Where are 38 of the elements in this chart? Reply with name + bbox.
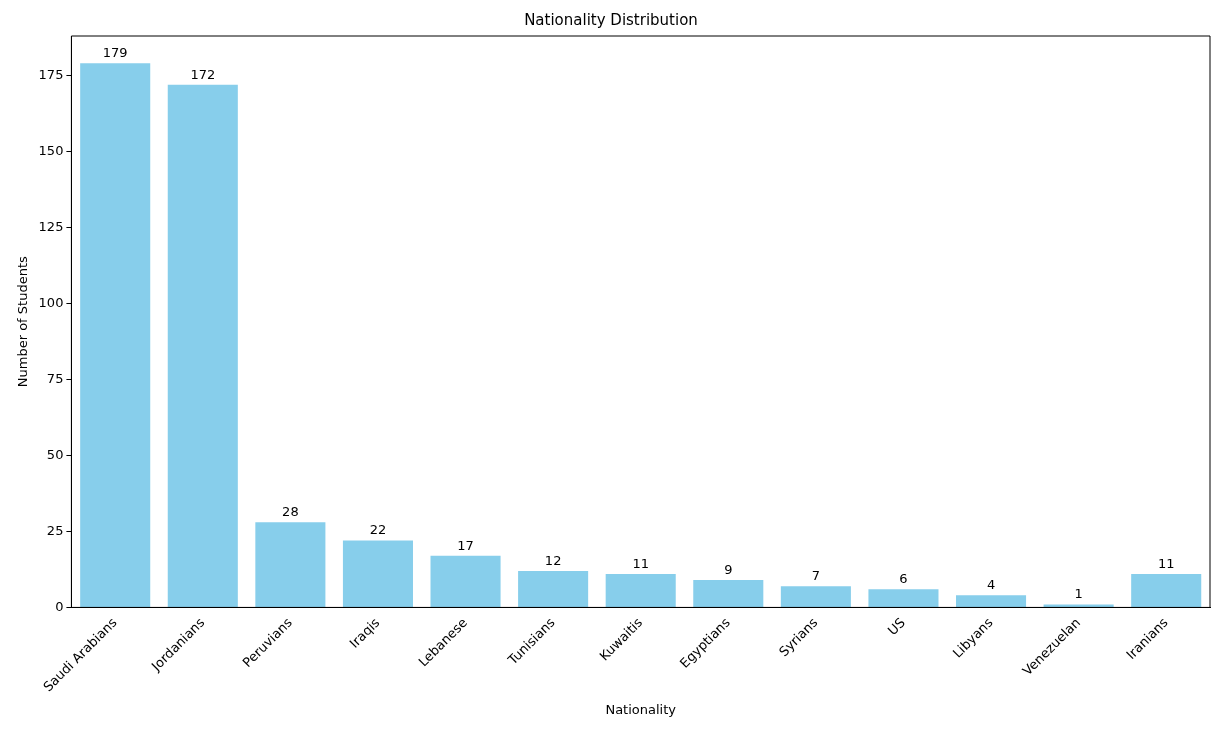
y-axis-title: Number of Students xyxy=(15,256,31,388)
bar xyxy=(430,555,501,607)
y-tick-label: 150 xyxy=(38,142,64,158)
data-label: 172 xyxy=(190,66,216,82)
data-label: 4 xyxy=(986,577,996,593)
data-label: 22 xyxy=(369,522,387,538)
data-label: 6 xyxy=(899,571,908,587)
data-label: 11 xyxy=(632,555,649,571)
y-tick-label: 75 xyxy=(46,370,64,386)
bar xyxy=(342,540,413,607)
x-axis-title: Nationality xyxy=(605,701,677,717)
data-label: 179 xyxy=(102,45,128,61)
x-tick-label: US xyxy=(884,614,908,639)
data-label: 28 xyxy=(282,504,299,520)
y-tick-label: 175 xyxy=(38,66,64,82)
data-label: 12 xyxy=(544,552,562,568)
bar xyxy=(693,580,764,607)
bar xyxy=(868,589,939,607)
bar xyxy=(1131,573,1202,607)
bar xyxy=(956,595,1027,607)
chart-title: Nationality Distribution xyxy=(524,10,698,29)
bar xyxy=(780,586,851,607)
y-tick-label: 50 xyxy=(46,446,64,462)
bar xyxy=(1043,604,1114,607)
data-label: 7 xyxy=(811,568,821,584)
data-label: 11 xyxy=(1157,555,1175,571)
bar xyxy=(255,522,326,607)
y-tick-label: 0 xyxy=(55,598,64,614)
bar xyxy=(167,84,238,607)
bar xyxy=(605,573,676,607)
y-tick-label: 100 xyxy=(38,294,64,310)
data-label: 17 xyxy=(457,537,474,553)
bar xyxy=(518,570,589,607)
data-label: 9 xyxy=(724,561,733,577)
y-tick-label: 25 xyxy=(46,522,64,538)
bar xyxy=(80,63,151,607)
data-label: 1 xyxy=(1074,586,1083,602)
y-tick-label: 125 xyxy=(38,218,64,234)
